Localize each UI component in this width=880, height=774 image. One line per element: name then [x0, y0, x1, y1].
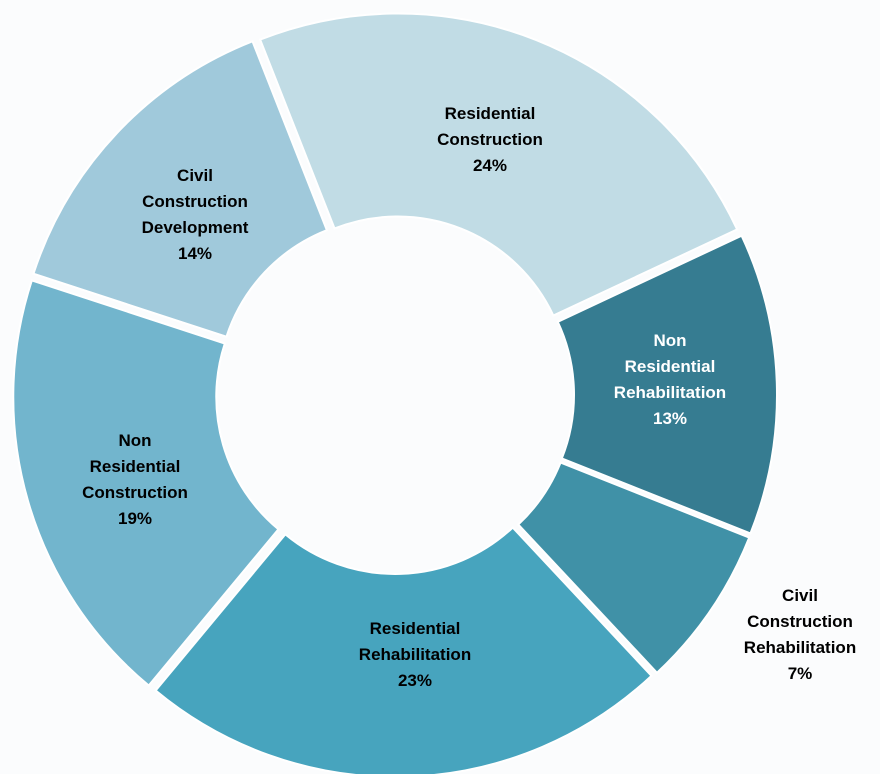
donut-slice [556, 234, 778, 535]
slice-label: Civil Construction Rehabilitation 7% [744, 583, 856, 687]
category-label: Civil Construction Development [141, 166, 249, 237]
donut-slice [258, 12, 739, 317]
donut-slice [12, 279, 280, 687]
slice-label: Non Residential Construction 19% [82, 428, 188, 532]
category-label: Non Residential Rehabilitation [613, 331, 727, 402]
category-label: Civil Construction Rehabilitation [743, 586, 857, 657]
value-label: 19% [117, 509, 153, 528]
category-label: Residential Rehabilitation [358, 619, 472, 664]
value-label: 23% [397, 671, 433, 690]
slice-label: Residential Rehabilitation 23% [359, 616, 471, 694]
value-label: 14% [177, 244, 213, 263]
slice-label: Non Residential Rehabilitation 13% [614, 328, 726, 432]
value-label: 24% [472, 156, 508, 175]
donut-slice [154, 526, 653, 774]
category-label: Non Residential Construction [82, 431, 188, 502]
donut-slice [516, 461, 751, 675]
value-label: 13% [652, 409, 688, 428]
slice-label: Civil Construction Development 14% [142, 163, 249, 267]
category-label: Residential Construction [437, 104, 543, 149]
value-label: 7% [787, 664, 813, 683]
donut-slice [32, 39, 329, 339]
slice-label: Residential Construction 24% [437, 101, 543, 179]
